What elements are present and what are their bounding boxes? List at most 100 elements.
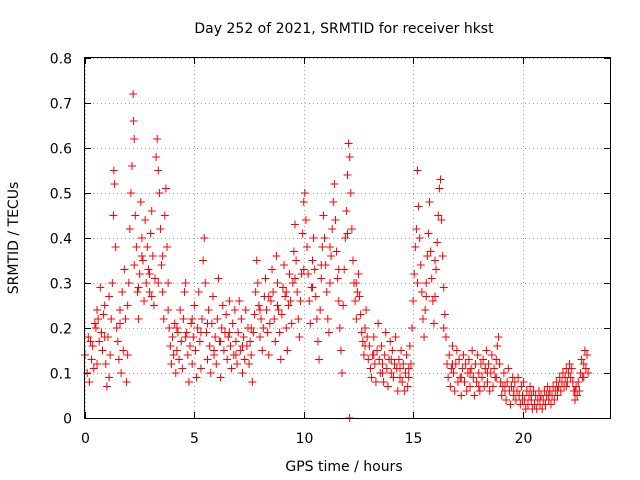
data-point [495,360,504,368]
x-tick-label: 10 [296,431,314,447]
data-point [438,252,447,260]
data-point [309,234,318,242]
data-point [447,364,456,373]
data-point [95,337,104,346]
data-point [285,270,294,278]
data-point [263,328,272,337]
data-point [308,283,317,292]
data-point [223,355,232,364]
data-point [137,234,146,242]
data-point [481,364,490,373]
data-point [210,346,219,355]
data-point [100,333,109,341]
data-point [123,301,132,310]
data-point [168,333,177,341]
data-point [187,319,196,328]
data-point [342,207,351,215]
data-point [130,261,139,269]
data-point [341,234,350,242]
data-point [151,274,159,283]
data-point [195,337,204,346]
data-point [248,378,257,386]
data-point [264,351,273,359]
data-point [142,279,151,287]
data-point [205,342,214,350]
data-point [398,378,407,386]
data-point [93,360,102,368]
data-point [164,279,173,287]
data-point [216,337,225,346]
data-point [134,283,143,292]
data-point [550,396,559,404]
data-point [387,355,396,364]
data-point [278,283,287,292]
data-point [298,229,307,238]
data-point [482,346,491,355]
data-point [121,315,130,323]
data-point [145,270,154,278]
data-point [354,270,363,278]
data-point [155,189,164,197]
data-point [218,301,227,310]
data-point [208,292,217,301]
data-point [269,288,278,296]
data-point [226,342,235,350]
data-point [367,373,376,382]
data-point [144,265,153,274]
data-point [224,333,233,341]
data-point [510,378,519,386]
data-point [410,270,419,278]
data-point [412,225,421,233]
data-point [211,333,220,341]
data-point [214,274,223,283]
chart-title: Day 252 of 2021, SRMTID for receiver hks… [194,21,494,37]
data-point [239,333,248,341]
data-point [466,382,474,391]
data-point [571,396,579,404]
data-point [134,315,143,323]
data-point [280,261,289,269]
data-point [502,396,511,404]
y-tick-label: 0.2 [50,322,72,338]
data-point [514,373,523,382]
data-point [138,256,147,265]
data-point [175,355,184,364]
data-point [441,333,450,341]
data-point [217,324,226,332]
data-point [353,288,362,296]
data-point [351,297,360,305]
data-point [301,216,310,224]
data-point [258,346,267,355]
data-point [273,301,282,310]
data-point [222,310,231,319]
data-point [414,202,423,211]
data-point [492,355,501,364]
data-point [84,333,93,341]
data-point [318,243,327,251]
data-point [247,324,256,332]
data-point [89,364,98,373]
data-point [455,355,464,364]
data-point [401,369,410,377]
data-point [184,378,193,386]
data-point [132,243,141,251]
data-point [448,360,457,368]
data-point [166,342,175,350]
data-point [418,315,427,323]
data-point [485,387,494,395]
data-point [474,382,483,391]
data-point [137,252,146,260]
data-point [562,382,571,391]
data-point [369,351,378,359]
x-tick-label: 0 [81,431,90,447]
x-axis-label: GPS time / hours [285,459,402,475]
data-point [93,306,102,314]
data-point [488,382,497,391]
data-point [320,234,329,242]
data-point [238,342,247,350]
data-point [431,256,439,265]
data-point [467,364,476,373]
data-point [289,247,298,256]
data-point [86,337,95,346]
data-point [122,378,131,386]
